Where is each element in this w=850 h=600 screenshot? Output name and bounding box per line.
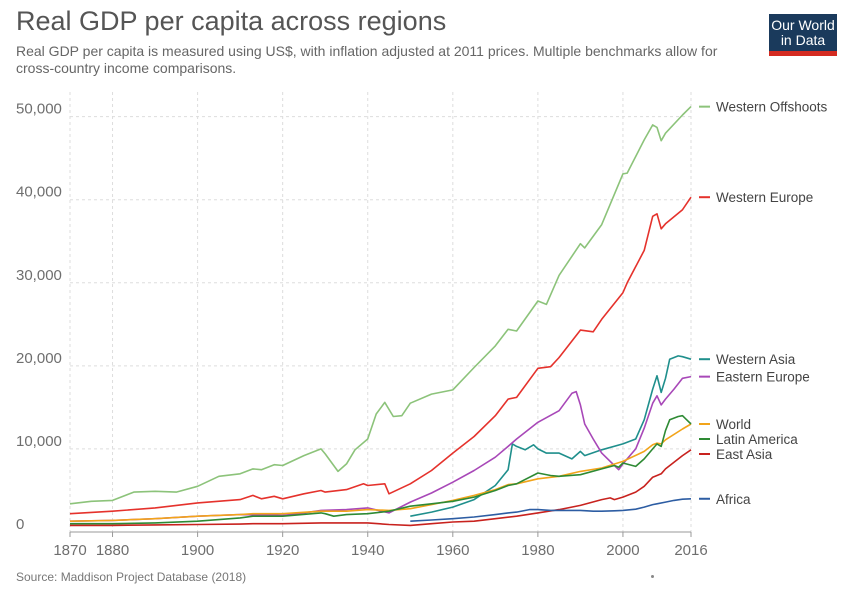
x-tick-label: 2000 bbox=[606, 542, 639, 559]
x-tick-label: 1880 bbox=[96, 542, 129, 559]
x-tick-label: 1960 bbox=[436, 542, 469, 559]
logo-accent-bar bbox=[769, 51, 837, 56]
legend-label: Western Offshoots bbox=[716, 100, 828, 115]
legend-label: Africa bbox=[716, 492, 751, 507]
series-line bbox=[70, 449, 692, 527]
legend-label: Eastern Europe bbox=[716, 370, 810, 385]
legend-label: World bbox=[716, 417, 751, 432]
owid-logo[interactable]: Our World in Data bbox=[769, 14, 837, 56]
series-line bbox=[69, 375, 692, 522]
legend-label: Western Asia bbox=[716, 352, 796, 367]
legend-label: East Asia bbox=[716, 447, 773, 462]
legend-label: Latin America bbox=[716, 432, 798, 447]
x-tick-label: 1870 bbox=[53, 542, 86, 559]
x-tick-label: 2016 bbox=[674, 542, 707, 559]
x-tick-label: 1940 bbox=[351, 542, 384, 559]
footer-dot bbox=[651, 575, 654, 578]
series-line bbox=[69, 196, 692, 515]
x-tick-label: 1900 bbox=[181, 542, 214, 559]
logo-line-1: Our World bbox=[771, 17, 835, 33]
series-line bbox=[410, 355, 692, 517]
series-line bbox=[69, 423, 692, 522]
chart-title: Real GDP per capita across regions bbox=[16, 6, 447, 36]
source-note: Source: Maddison Project Database (2018) bbox=[16, 570, 247, 584]
y-tick-label: 0 bbox=[16, 516, 24, 533]
logo-line-2: in Data bbox=[780, 32, 826, 48]
legend-label: Western Europe bbox=[716, 190, 813, 205]
series-line bbox=[70, 414, 692, 525]
y-tick-label: 30,000 bbox=[16, 267, 62, 284]
series-line bbox=[410, 498, 692, 522]
series-line bbox=[69, 106, 692, 505]
y-tick-label: 10,000 bbox=[16, 433, 62, 450]
y-tick-label: 50,000 bbox=[16, 101, 62, 118]
chart-subtitle: Real GDP per capita is measured using US… bbox=[16, 43, 718, 76]
y-tick-label: 40,000 bbox=[16, 184, 62, 201]
x-tick-label: 1980 bbox=[521, 542, 554, 559]
x-tick-label: 1920 bbox=[266, 542, 299, 559]
y-tick-label: 20,000 bbox=[16, 350, 62, 367]
